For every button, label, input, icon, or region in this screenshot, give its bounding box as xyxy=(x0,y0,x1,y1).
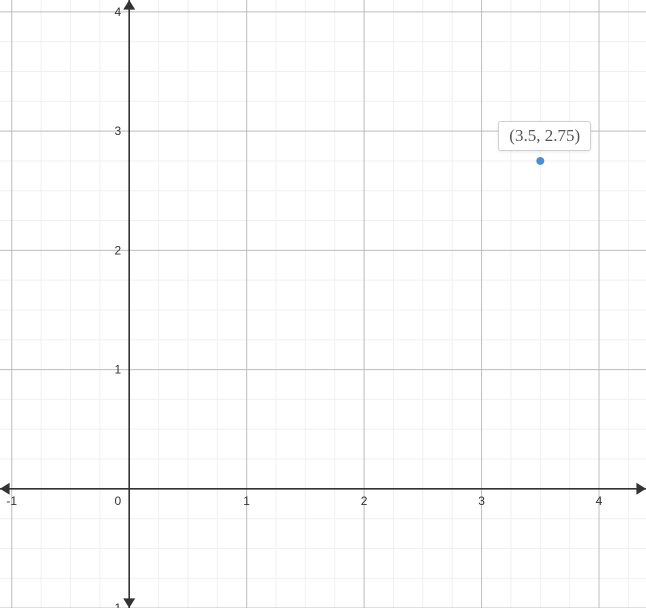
x-tick-label: -1 xyxy=(6,494,17,508)
x-tick-label: 4 xyxy=(596,494,603,508)
tooltip-label: (3.5, 2.75) xyxy=(509,126,580,145)
x-tick-label: 3 xyxy=(478,494,485,508)
x-tick-label: 0 xyxy=(115,494,122,508)
data-point[interactable] xyxy=(536,157,544,165)
x-tick-label: 2 xyxy=(361,494,368,508)
y-tick-label: 3 xyxy=(115,124,122,138)
chart-svg: -1 0 1 2 3 4 -1 1 2 3 4 xyxy=(0,0,646,608)
y-tick-label: -1 xyxy=(111,601,122,608)
point-tooltip: (3.5, 2.75) xyxy=(498,121,591,151)
y-tick-label: 1 xyxy=(115,363,122,377)
x-tick-label: 1 xyxy=(243,494,250,508)
y-tick-label: 4 xyxy=(115,5,122,19)
y-tick-label: 2 xyxy=(115,243,122,257)
coordinate-plane[interactable]: -1 0 1 2 3 4 -1 1 2 3 4 (3.5, 2.75) xyxy=(0,0,646,608)
